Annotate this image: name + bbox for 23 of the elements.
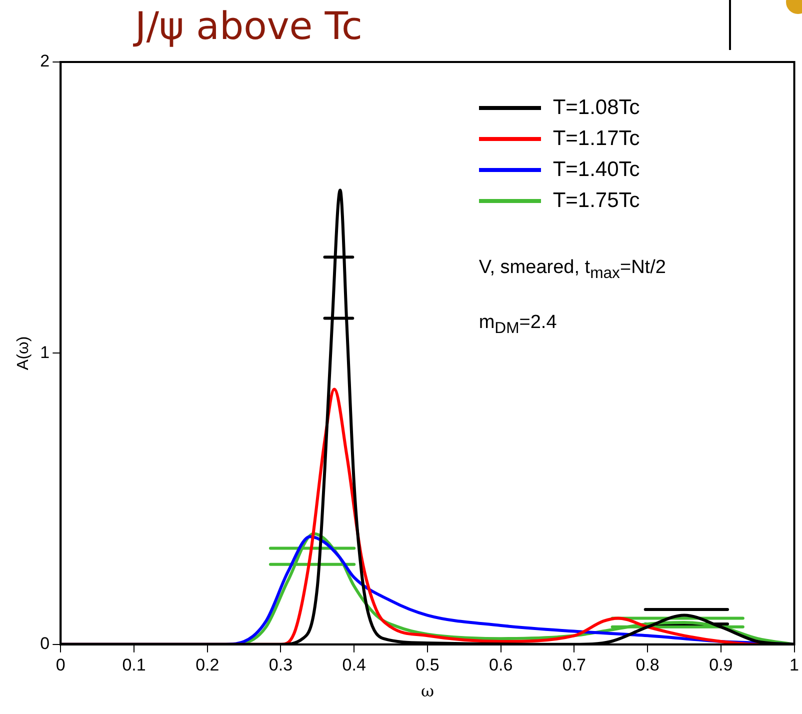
x-tick-label: 0.2 — [196, 655, 220, 674]
y-tick-label: 1 — [40, 342, 50, 362]
x-tick-label: 0.9 — [709, 655, 733, 674]
annotation: V, smeared, t$_{max}$=Nt/2 — [478, 257, 666, 283]
y-axis-title: A(ω) — [15, 336, 32, 370]
y-tick-label: 2 — [40, 52, 50, 71]
x-tick-label: 0.8 — [636, 655, 660, 674]
y-tick-label: 0 — [40, 634, 50, 654]
x-tick-label: 0.5 — [416, 655, 440, 674]
x-tick-label: 0 — [56, 655, 66, 674]
x-tick-label: 0.1 — [122, 655, 146, 674]
legend-label: T=1.75Tc — [552, 188, 640, 212]
x-tick-label: 0.7 — [562, 655, 586, 674]
chart-title: J/ψ above Tc — [135, 4, 362, 48]
x-axis-title: ω — [420, 682, 434, 701]
x-tick-label: 1 — [790, 655, 800, 674]
legend-label: T=1.08Tc — [552, 96, 640, 120]
annotation: m$_{DM}$=2.4 — [478, 312, 557, 338]
legend-label: T=1.17Tc — [552, 126, 640, 150]
x-tick-label: 0.4 — [342, 655, 366, 674]
x-tick-label: 0.3 — [268, 655, 293, 674]
legend-label: T=1.40Tc — [552, 158, 640, 182]
x-tick-label: 0.6 — [489, 655, 513, 674]
